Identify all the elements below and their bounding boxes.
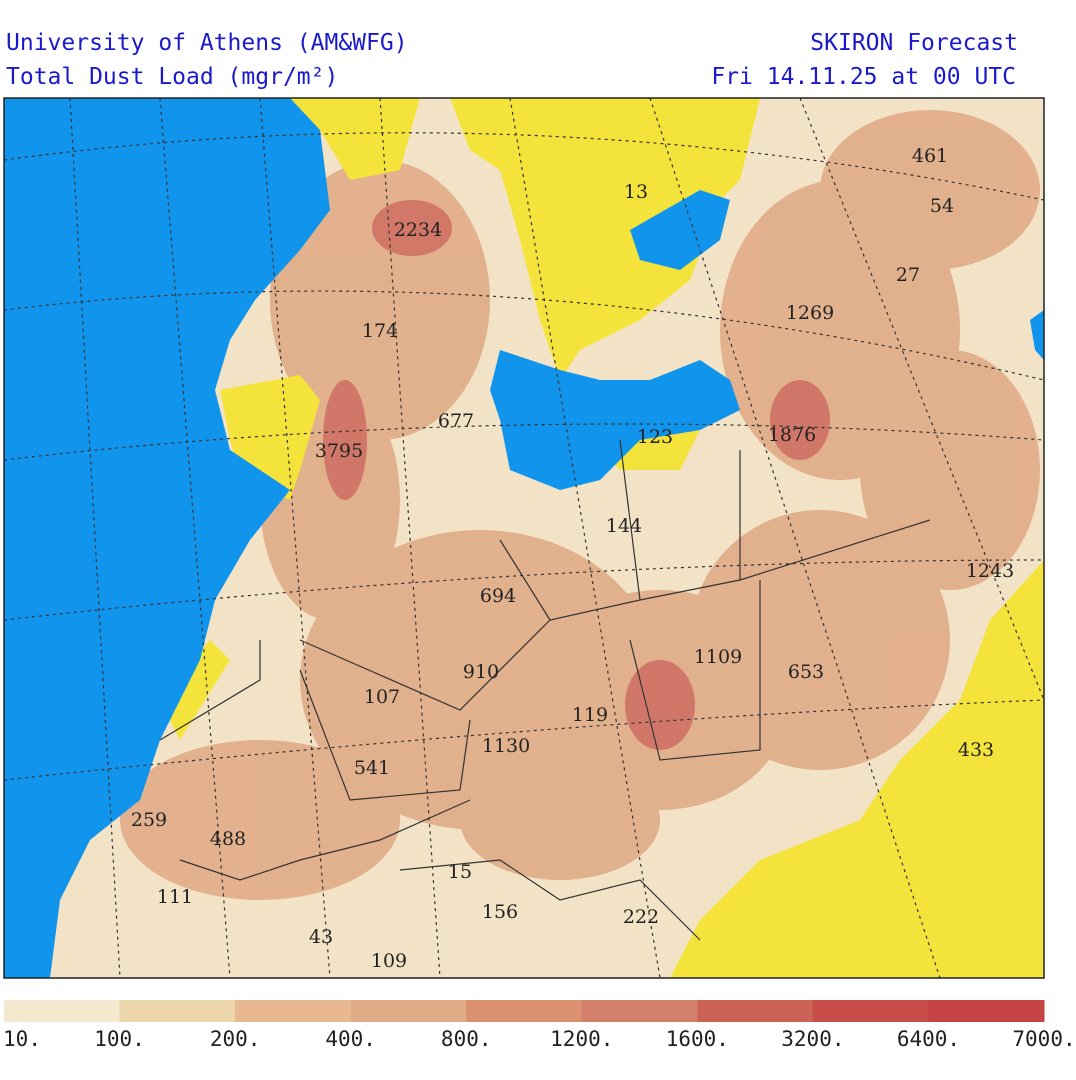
colorbar-swatch bbox=[581, 1000, 698, 1022]
dust-value-label: 156 bbox=[482, 901, 518, 923]
colorbar-label: 1600. bbox=[666, 1027, 729, 1051]
colorbar-label: 400. bbox=[325, 1027, 376, 1051]
dust-value-label: 111 bbox=[157, 886, 193, 908]
dust-value-label: 3795 bbox=[315, 440, 363, 462]
dust-value-label: 119 bbox=[572, 704, 608, 726]
header-left-2: Total Dust Load (mgr/m²) bbox=[6, 64, 338, 90]
colorbar-label: 6400. bbox=[897, 1027, 960, 1051]
dust-value-label: 653 bbox=[788, 661, 824, 683]
colorbar-label: 800. bbox=[441, 1027, 492, 1051]
dust-value-label: 54 bbox=[930, 195, 954, 217]
dust-value-label: 43 bbox=[309, 926, 333, 948]
dust-value-label: 1243 bbox=[966, 560, 1014, 582]
dust-core bbox=[323, 200, 830, 750]
dust-value-label: 144 bbox=[606, 515, 642, 537]
colorbar-swatch bbox=[812, 1000, 929, 1022]
dust-value-label: 1109 bbox=[694, 646, 742, 668]
colorbar-label: 7000. bbox=[1012, 1027, 1075, 1051]
colorbar-label: 100. bbox=[94, 1027, 145, 1051]
dust-value-label: 433 bbox=[958, 739, 994, 761]
colorbar: 10. 100. 200. 400. 800. 1200. 1600. 3200. 6400. 7… bbox=[3, 1000, 1076, 1051]
colorbar-swatch bbox=[235, 1000, 352, 1022]
graticule bbox=[4, 98, 1044, 978]
dust-value-label: 27 bbox=[896, 264, 920, 286]
dust-value-label: 694 bbox=[480, 585, 516, 607]
colorbar-label: 1200. bbox=[550, 1027, 613, 1051]
colorbar-label: 3200. bbox=[781, 1027, 844, 1051]
dust-value-label: 222 bbox=[623, 906, 659, 928]
header-left-1: University of Athens (AM&WFG) bbox=[6, 30, 408, 56]
colorbar-swatch bbox=[697, 1000, 814, 1022]
borders bbox=[159, 439, 931, 941]
dust-value-label: 461 bbox=[912, 145, 948, 167]
dust-value-label: 1876 bbox=[768, 424, 816, 446]
header-right-1: SKIRON Forecast bbox=[810, 30, 1018, 56]
colorbar-swatch bbox=[4, 1000, 121, 1022]
dust-value-label: 488 bbox=[210, 828, 246, 850]
sea bbox=[4, 98, 1044, 978]
colorbar-swatch bbox=[119, 1000, 236, 1022]
colorbar-swatch bbox=[350, 1000, 467, 1022]
map bbox=[3, 97, 1045, 979]
dust-value-label: 259 bbox=[131, 809, 167, 831]
dust-value-label: 910 bbox=[463, 661, 499, 683]
dust-value-label: 1269 bbox=[786, 302, 834, 324]
map-labels: 461 54 2234 13 27 1269 174 677 123 1876 3795 144 124… bbox=[131, 145, 1014, 972]
map-frame bbox=[3, 97, 1045, 979]
dust-value-label: 174 bbox=[362, 320, 398, 342]
dust-value-label: 15 bbox=[448, 861, 472, 883]
dust-value-label: 107 bbox=[364, 686, 400, 708]
dust-value-label: 13 bbox=[624, 181, 648, 203]
colorbar-label: 200. bbox=[210, 1027, 261, 1051]
dust-value-label: 1130 bbox=[482, 735, 530, 757]
colorbar-swatch bbox=[466, 1000, 583, 1022]
colorbar-swatch bbox=[928, 1000, 1045, 1022]
header-right-2: Fri 14.11.25 at 00 UTC bbox=[711, 64, 1016, 90]
dust-value-label: 2234 bbox=[394, 219, 442, 241]
colorbar-label: 10. bbox=[3, 1027, 41, 1051]
dust-value-label: 109 bbox=[371, 950, 407, 972]
dust-value-label: 541 bbox=[354, 757, 390, 779]
dust-value-label: 123 bbox=[637, 426, 673, 448]
dust-value-label: 677 bbox=[438, 410, 474, 432]
